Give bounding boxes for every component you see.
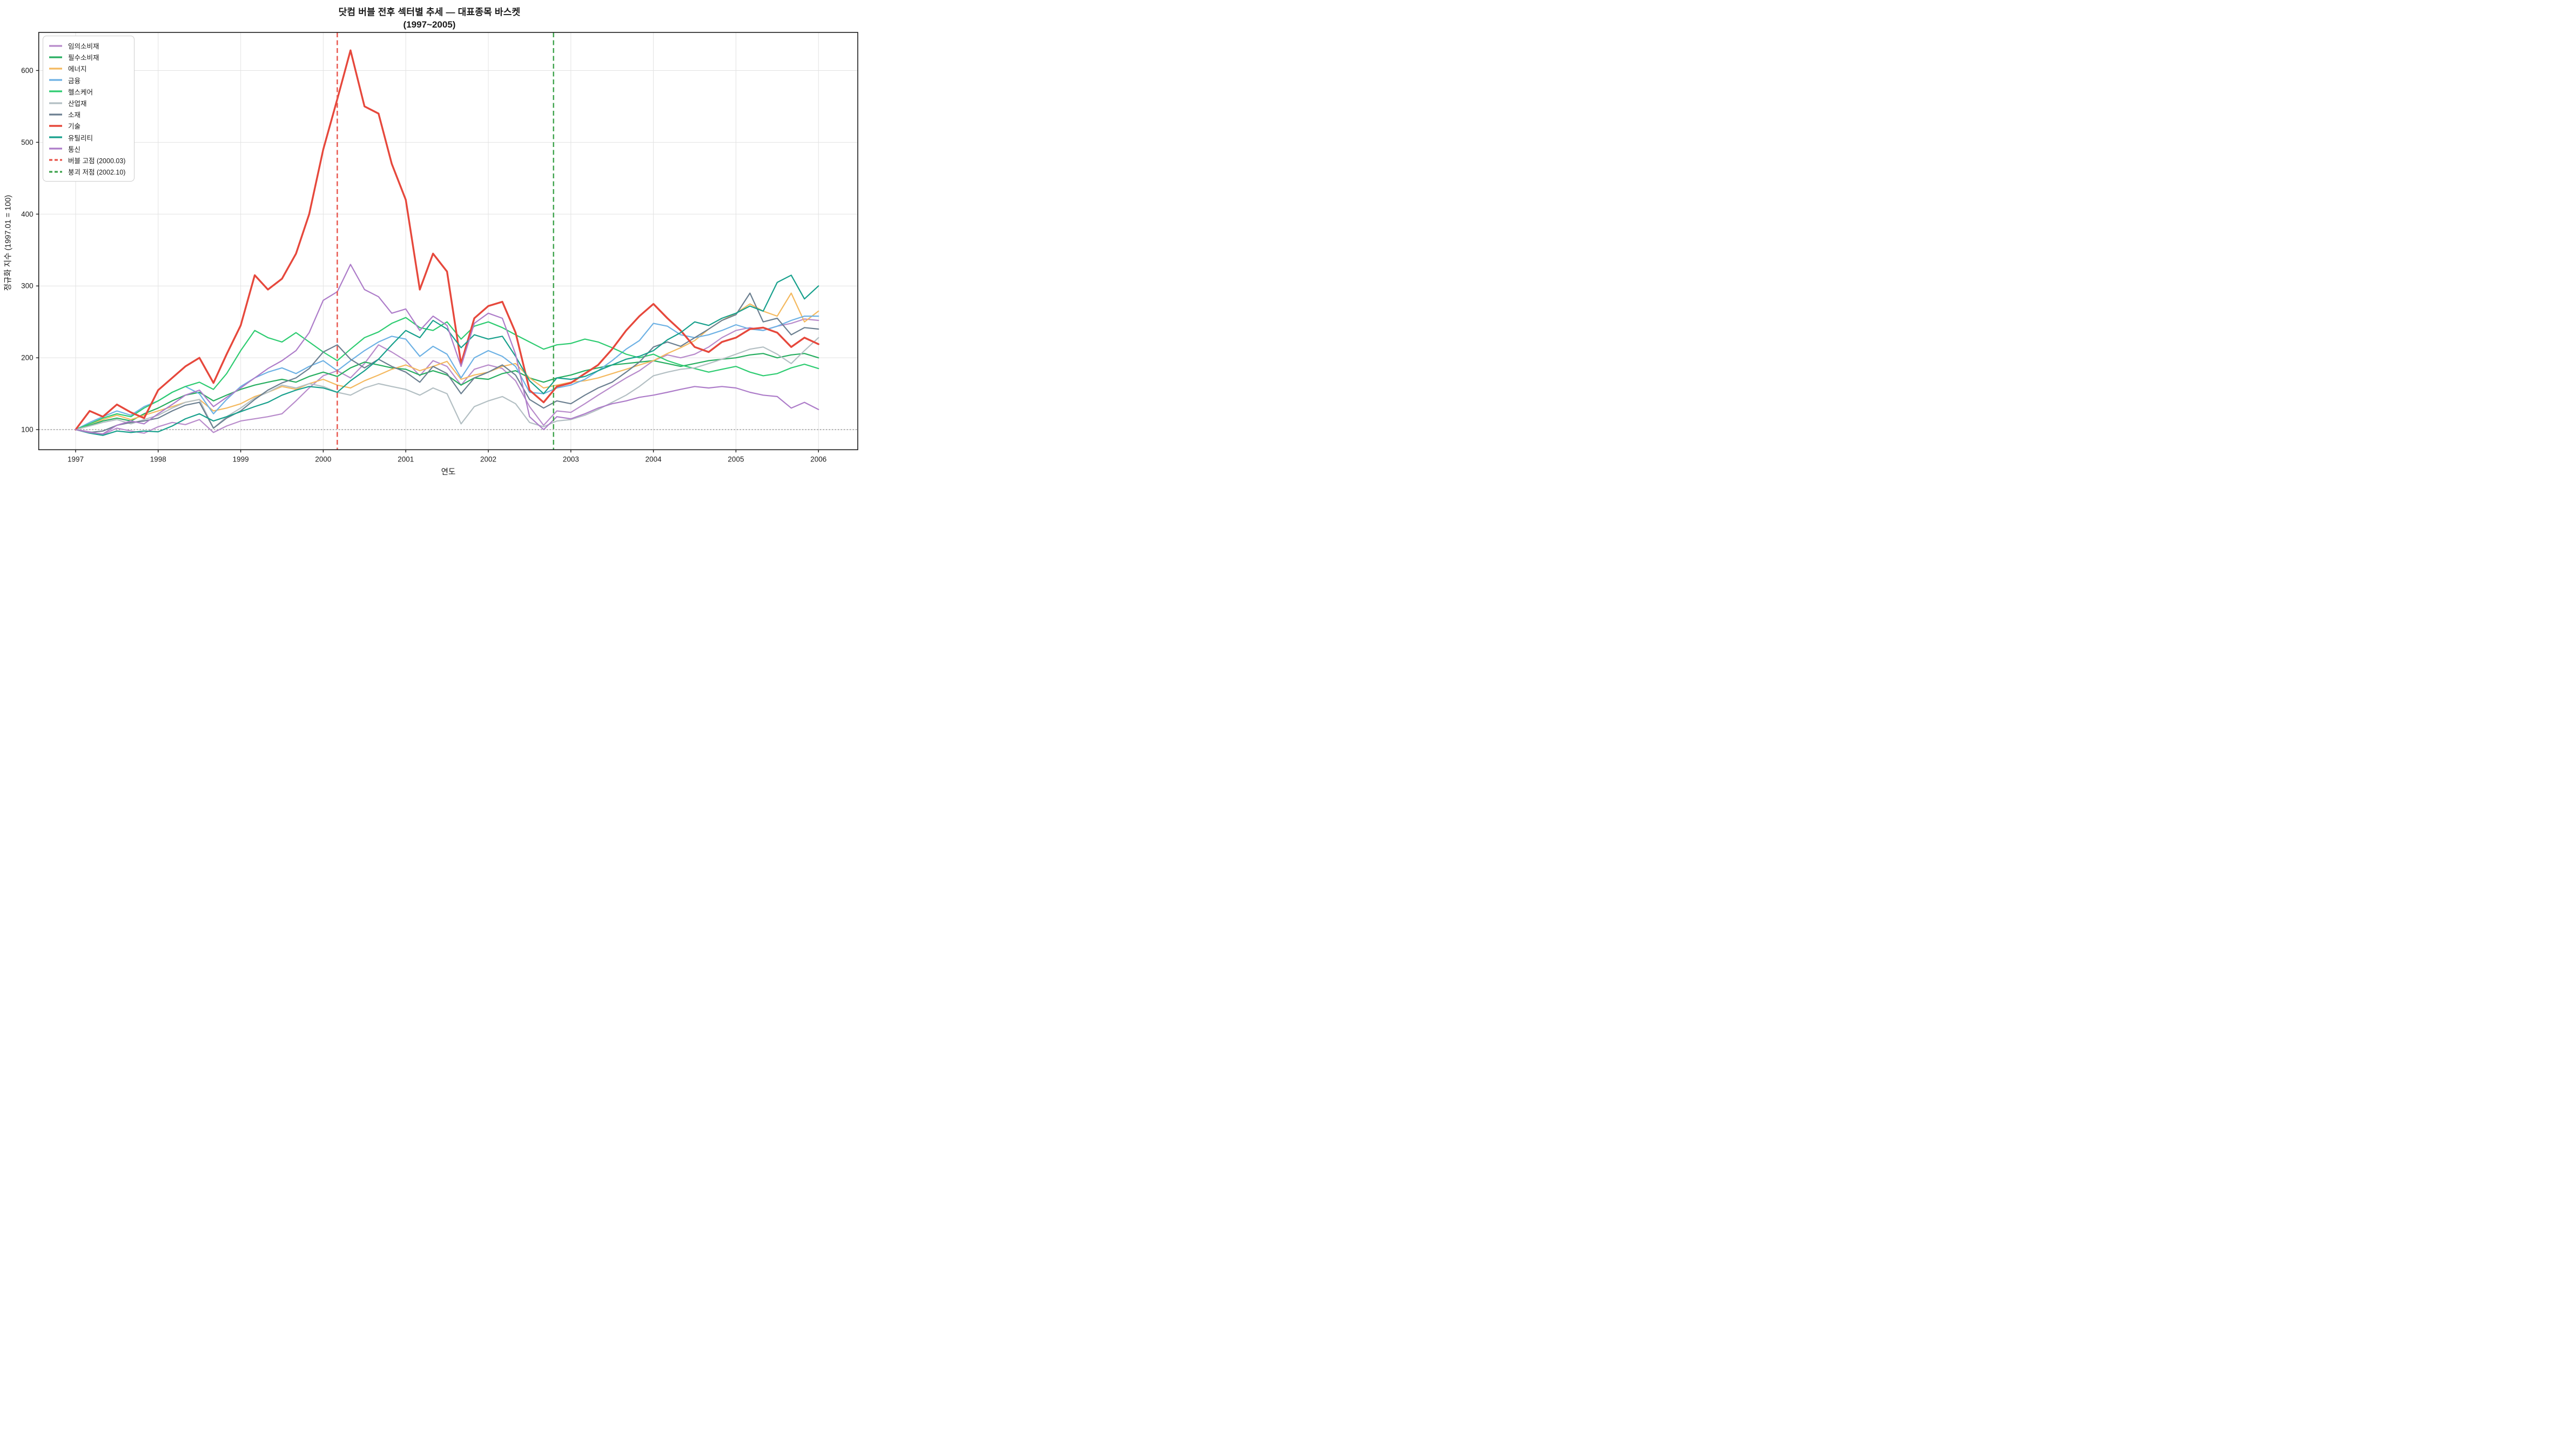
legend-label-energy: 에너지 [68, 65, 87, 73]
y-axis-label: 정규화 지수 (1997.01 = 100) [4, 195, 13, 291]
tick-label-x-1998: 1998 [150, 455, 166, 463]
tick-label-x-2000: 2000 [315, 455, 331, 463]
tick-label-y-400: 400 [21, 210, 33, 218]
chart-canvas: 1997 1998 1999 2000 2001 2002 2003 2004 2005 2006… [21, 32, 858, 463]
legend-swatch-crash-trough [49, 171, 62, 173]
plot-border [38, 32, 858, 451]
tick-label-y-600: 600 [21, 66, 33, 75]
legend-item-energy: 에너지 [49, 63, 125, 74]
legend-label-industrials: 산업재 [68, 100, 87, 108]
series-consumer-discretionary [75, 318, 819, 436]
legend-label-crash-trough: 붕괴 저점 (2002.10) [68, 169, 126, 177]
tick-label-x-1999: 1999 [233, 455, 249, 463]
legend-item-crash-trough: 붕괴 저점 (2002.10) [49, 166, 125, 177]
legend-item-materials: 소재 [49, 109, 125, 120]
legend-swatch-materials [49, 113, 62, 116]
tick-label-x-2004: 2004 [645, 455, 662, 463]
tick-label-y-100: 100 [21, 426, 33, 434]
legend-item-consumer-staples: 필수소비재 [49, 51, 125, 63]
legend-item-technology: 기술 [49, 120, 125, 131]
tick-label-x-2002: 2002 [480, 455, 496, 463]
legend-label-consumer-discretionary: 임의소비재 [68, 43, 99, 51]
tick-label-x-2003: 2003 [563, 455, 579, 463]
legend-item-consumer-discretionary: 임의소비재 [49, 40, 125, 51]
legend-item-healthcare: 헬스케어 [49, 86, 125, 97]
tick-label-y-200: 200 [21, 354, 33, 362]
series-consumer-staples [75, 353, 819, 431]
tick-label-y-500: 500 [21, 138, 33, 146]
tick-label-x-2001: 2001 [398, 455, 414, 463]
legend-label-technology: 기술 [68, 123, 81, 131]
legend-swatch-energy [49, 68, 62, 70]
legend-swatch-industrials [49, 102, 62, 104]
legend-swatch-bubble-peak [49, 159, 62, 162]
legend-swatch-consumer-staples [49, 56, 62, 58]
legend-item-bubble-peak: 버블 고점 (2000.03) [49, 155, 125, 166]
series-materials [75, 292, 819, 433]
legend-swatch-utilities [49, 136, 62, 138]
legend-label-financials: 금융 [68, 77, 81, 85]
series-financials [75, 315, 819, 431]
legend-swatch-healthcare [49, 90, 62, 92]
legend-item-financials: 금융 [49, 75, 125, 86]
legend-item-industrials: 산업재 [49, 97, 125, 109]
legend-swatch-telecom [49, 148, 62, 150]
series-healthcare [75, 317, 819, 431]
legend-label-consumer-staples: 필수소비재 [68, 54, 99, 62]
legend-item-utilities: 유틸리티 [49, 132, 125, 143]
legend-label-healthcare: 헬스케어 [68, 88, 93, 96]
series-telecom [75, 264, 819, 435]
series-technology [75, 49, 820, 431]
figure: 1997 1998 1999 2000 2001 2002 2003 2004 2005 2006… [0, 0, 859, 480]
legend-item-telecom: 통신 [49, 143, 125, 155]
legend-label-telecom: 통신 [68, 145, 81, 153]
legend-label-materials: 소재 [68, 111, 81, 119]
x-axis-label: 연도 [441, 468, 456, 477]
tick-label-x-2005: 2005 [728, 455, 744, 463]
series-utilities [75, 274, 819, 436]
tick-label-y-300: 300 [21, 282, 33, 290]
legend-label-utilities: 유틸리티 [68, 134, 93, 142]
tick-label-x-2006: 2006 [810, 455, 826, 463]
series-industrials [75, 337, 819, 431]
tick-label-x-1997: 1997 [68, 455, 84, 463]
legend-swatch-technology [49, 125, 62, 127]
legend-swatch-consumer-discretionary [49, 44, 62, 47]
legend-label-bubble-peak: 버블 고점 (2000.03) [68, 157, 126, 165]
legend-swatch-financials [49, 79, 62, 81]
